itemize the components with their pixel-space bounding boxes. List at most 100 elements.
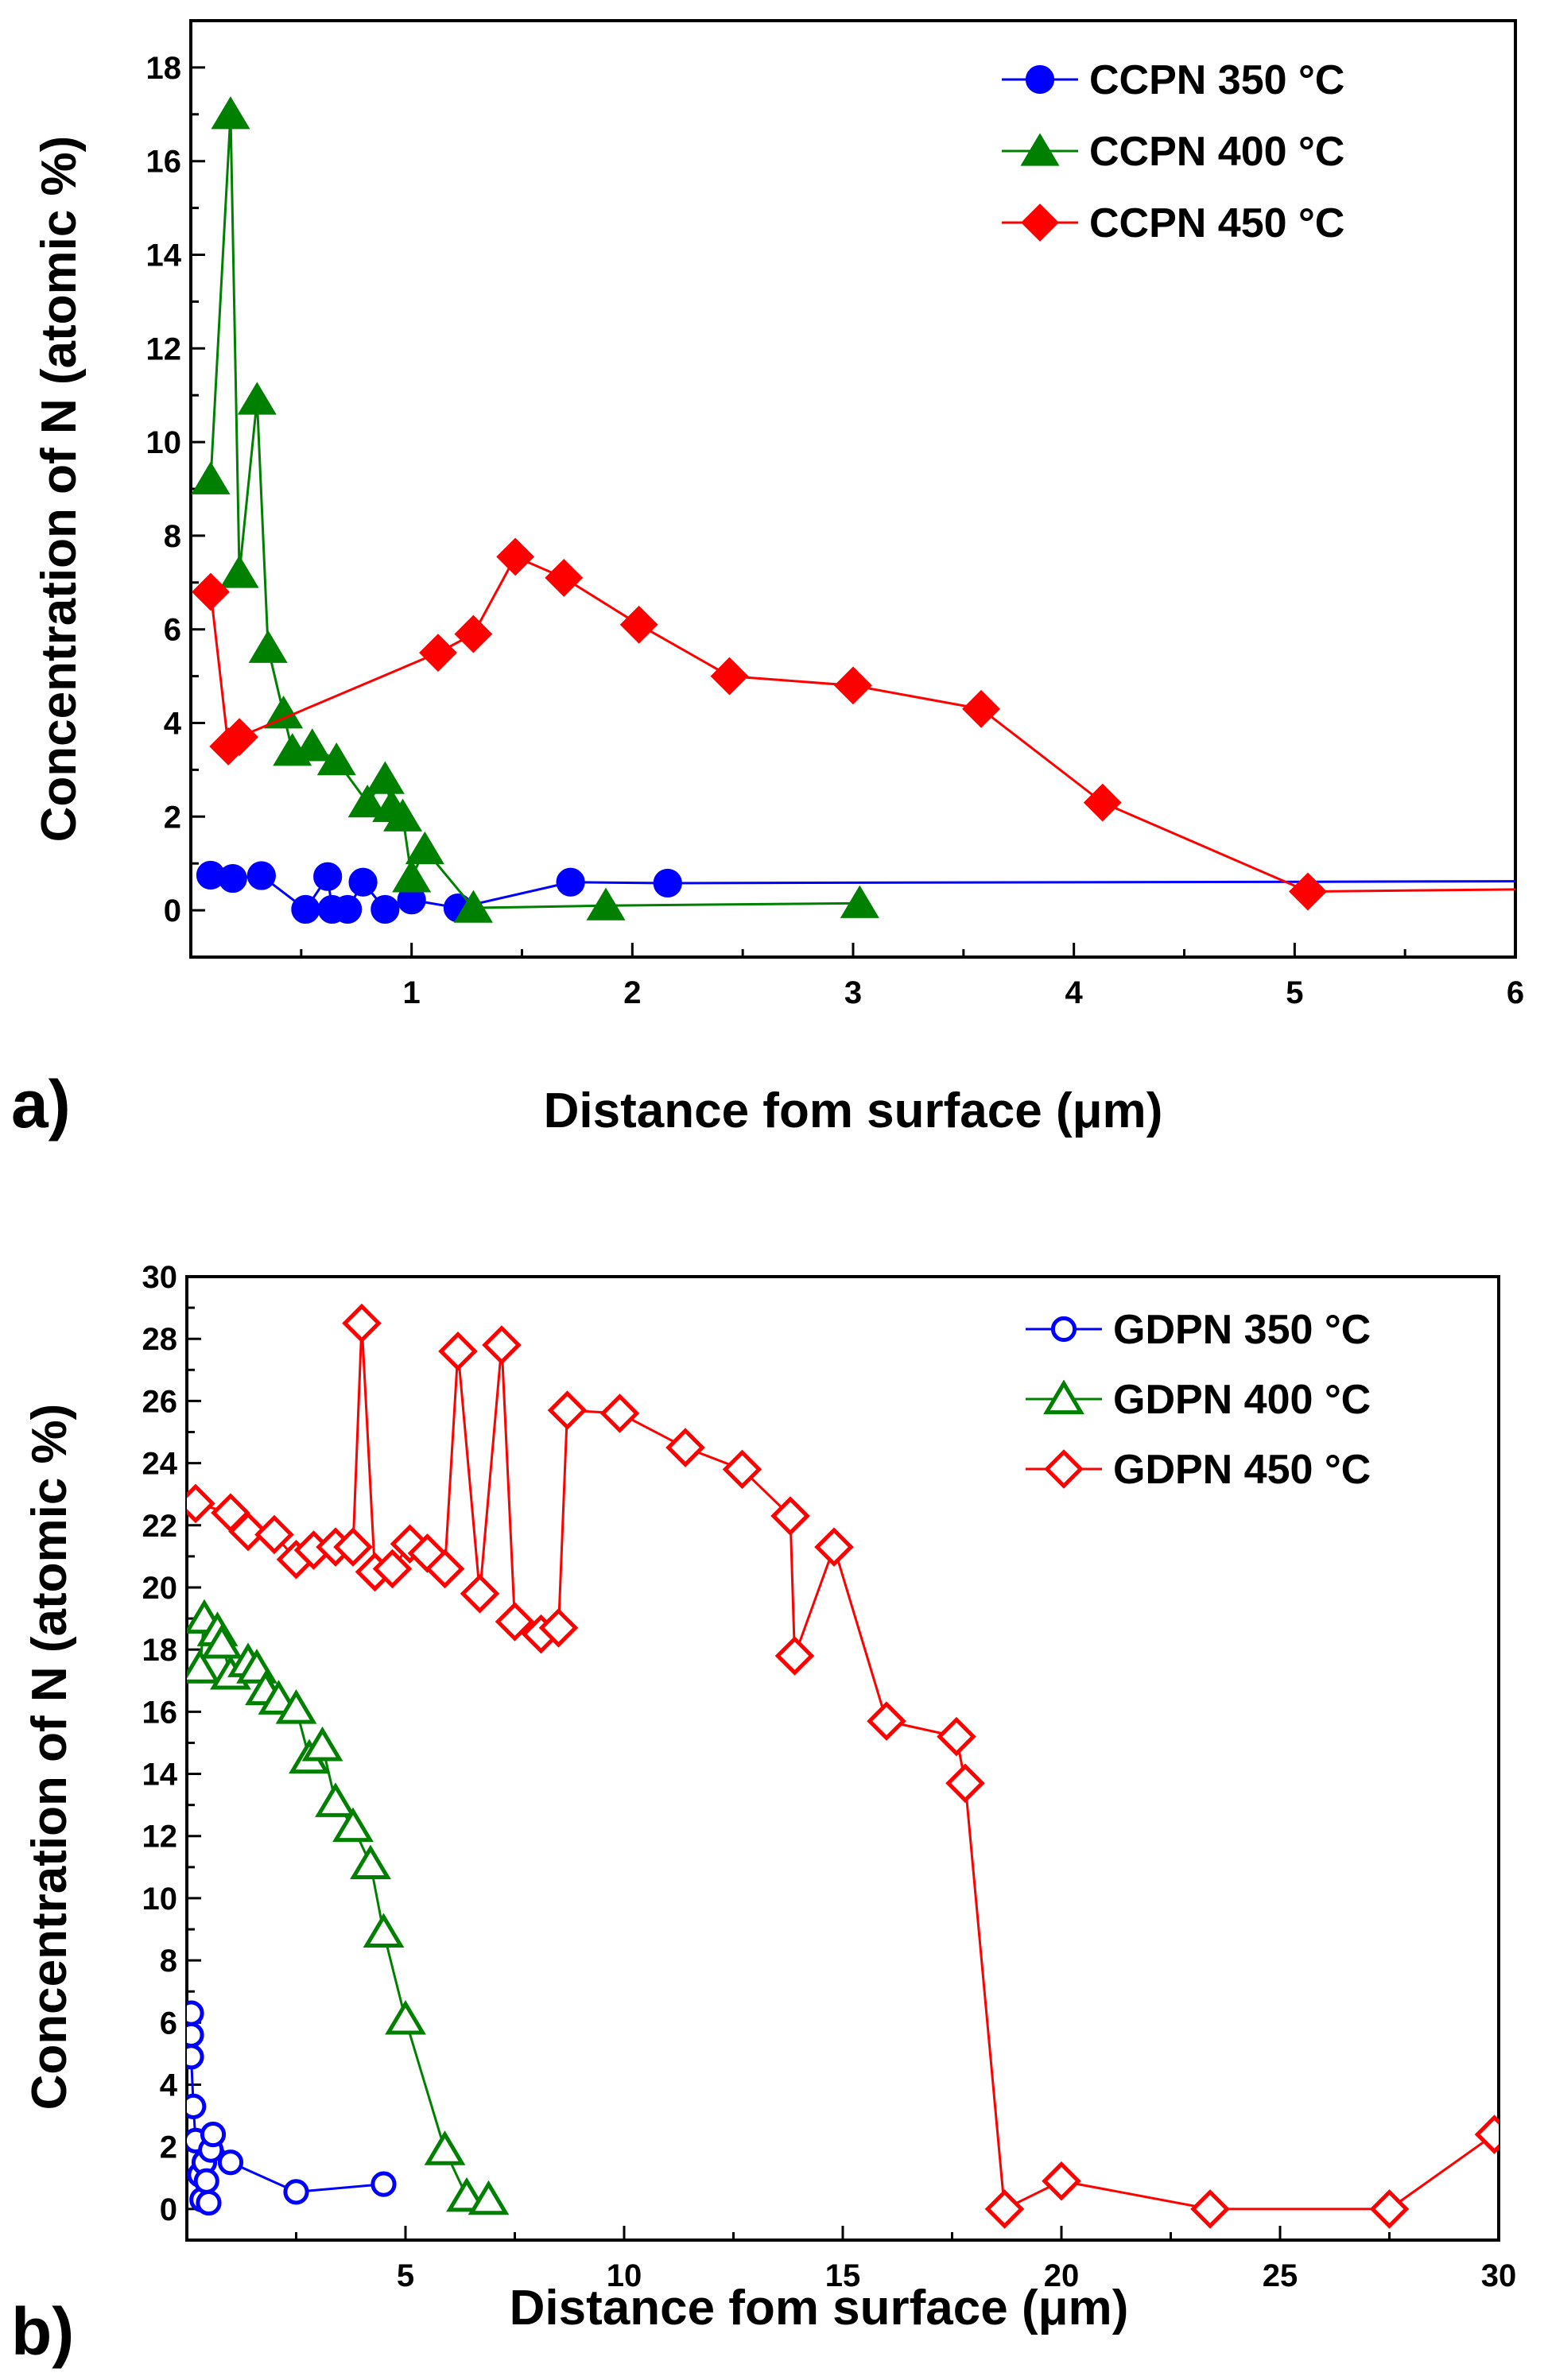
data-point-gdpn-450-c	[460, 1574, 500, 1614]
y-tick-label: 16	[142, 1695, 178, 1730]
y-tick-label: 16	[146, 145, 182, 180]
series-line-ccpn-400-c	[209, 114, 860, 909]
data-point-gdpn-450-c	[1190, 2189, 1230, 2229]
y-tick-label: 4	[164, 707, 182, 742]
data-point-ccpn-350-c	[333, 894, 363, 924]
x-tick-label: 3	[844, 975, 862, 1010]
legend-marker-gdpn-400-c	[1043, 1379, 1084, 1415]
data-point-ccpn-350-c	[246, 861, 276, 890]
data-point-ccpn-400-c	[248, 630, 288, 663]
y-tick-label: 30	[142, 1260, 178, 1295]
data-point-ccpn-450-c	[1519, 871, 1548, 907]
data-point-ccpn-450-c	[619, 605, 658, 644]
data-point-ccpn-400-c	[586, 887, 626, 921]
data-point-ccpn-400-c	[392, 859, 432, 893]
y-axis-label-a: Concentration of N (atomic %)	[32, 136, 87, 843]
x-tick-label: 20	[1044, 2258, 1080, 2293]
data-point-ccpn-350-c	[291, 894, 320, 924]
data-point-ccpn-350-c	[313, 862, 343, 891]
y-tick-label: 10	[142, 1882, 178, 1917]
data-point-gdpn-350-c	[200, 2121, 227, 2148]
x-tick-label: 5	[397, 2258, 414, 2293]
data-point-gdpn-400-c	[301, 1726, 343, 1762]
data-point-gdpn-350-c	[187, 2021, 204, 2049]
x-tick-label: 10	[607, 2258, 642, 2293]
data-point-gdpn-450-c	[254, 1514, 294, 1555]
data-point-gdpn-400-c	[315, 1782, 356, 1817]
plot-series-a	[191, 96, 1548, 924]
data-point-gdpn-400-c	[468, 2180, 510, 2215]
legend-marker-ccpn-400-c	[1020, 133, 1060, 166]
y-tick-label: 0	[164, 893, 181, 928]
x-tick-label: 15	[825, 2258, 861, 2293]
series-ccpn-450-c	[192, 537, 1548, 911]
data-point-gdpn-450-c	[774, 1636, 815, 1676]
y-tick-label: 24	[142, 1447, 178, 1482]
data-point-ccpn-450-c	[1289, 872, 1327, 911]
data-point-ccpn-400-c	[453, 890, 493, 923]
legend-label-ccpn-400-c: CCPN 400 °C	[1089, 129, 1344, 175]
legend-label-ccpn-450-c: CCPN 450 °C	[1089, 200, 1344, 246]
y-tick-label: 8	[164, 519, 181, 554]
data-point-gdpn-450-c	[482, 1325, 522, 1365]
data-point-gdpn-400-c	[332, 1807, 374, 1843]
legend-marker-gdpn-350-c	[1050, 1316, 1077, 1343]
data-point-ccpn-400-c	[365, 761, 405, 794]
x-tick-label: 5	[1286, 975, 1303, 1010]
series-line-gdpn-350-c	[190, 2013, 384, 2204]
x-tick-label: 6	[1507, 975, 1524, 1010]
x-axis-label-a: Distance fom surface (μm)	[544, 1083, 1163, 1138]
data-point-gdpn-350-c	[187, 2000, 204, 2026]
legend-marker-ccpn-350-c	[1025, 64, 1055, 95]
legend-marker-gdpn-450-c	[1044, 1449, 1084, 1489]
data-point-gdpn-450-c	[984, 2189, 1025, 2229]
data-point-gdpn-450-c	[438, 1331, 478, 1371]
legend-a: CCPN 350 °C CCPN 400 °C CCPN 450 °C	[1002, 57, 1344, 246]
y-tick-label: 26	[142, 1384, 178, 1419]
data-point-gdpn-400-c	[201, 1623, 242, 1659]
data-point-gdpn-450-c	[228, 1511, 268, 1552]
y-tick-label: 18	[146, 51, 182, 86]
data-point-ccpn-350-c	[348, 867, 378, 897]
data-point-gdpn-450-c	[342, 1303, 382, 1343]
data-point-gdpn-350-c	[187, 2044, 204, 2070]
data-point-gdpn-400-c	[350, 1844, 391, 1880]
data-point-ccpn-450-c	[454, 614, 493, 653]
data-point-gdpn-400-c	[385, 1999, 426, 2035]
x-axis-label-b: Distance fom surface (μm)	[510, 2281, 1129, 2335]
data-point-gdpn-450-c	[425, 1549, 465, 1589]
data-point-gdpn-350-c	[283, 2179, 309, 2205]
data-point-gdpn-450-c	[1042, 2161, 1081, 2201]
plot-series-b	[187, 1303, 1499, 2229]
y-tick-label: 10	[146, 425, 182, 460]
data-point-gdpn-450-c	[599, 1394, 640, 1433]
data-point-gdpn-450-c	[333, 1527, 373, 1567]
y-tick-label: 28	[142, 1322, 178, 1357]
series-line-gdpn-400-c	[199, 1615, 489, 2201]
data-point-gdpn-400-c	[363, 1913, 405, 1948]
data-point-gdpn-450-c	[1474, 2114, 1499, 2154]
data-point-ccpn-400-c	[383, 798, 423, 831]
y-tick-label: 12	[146, 331, 182, 366]
data-point-ccpn-450-c	[496, 537, 535, 576]
series-ccpn-350-c	[196, 860, 1515, 924]
data-point-ccpn-450-c	[419, 634, 457, 673]
data-point-ccpn-400-c	[347, 784, 387, 818]
x-tick-label: 25	[1263, 2258, 1298, 2293]
data-point-gdpn-450-c	[937, 1716, 976, 1757]
data-point-ccpn-400-c	[316, 742, 356, 776]
data-point-gdpn-450-c	[1369, 2189, 1410, 2229]
data-point-ccpn-400-c	[293, 728, 332, 762]
data-point-gdpn-450-c	[770, 1496, 810, 1536]
data-point-gdpn-450-c	[547, 1390, 588, 1430]
y-tick-label: 0	[160, 2192, 177, 2227]
legend-label-gdpn-350-c: GDPN 350 °C	[1113, 1307, 1371, 1353]
y-tick-label: 14	[142, 1758, 178, 1793]
data-point-gdpn-450-c	[187, 1483, 215, 1524]
y-tick-label: 2	[160, 2130, 177, 2165]
y-tick-label: 12	[142, 1820, 178, 1855]
